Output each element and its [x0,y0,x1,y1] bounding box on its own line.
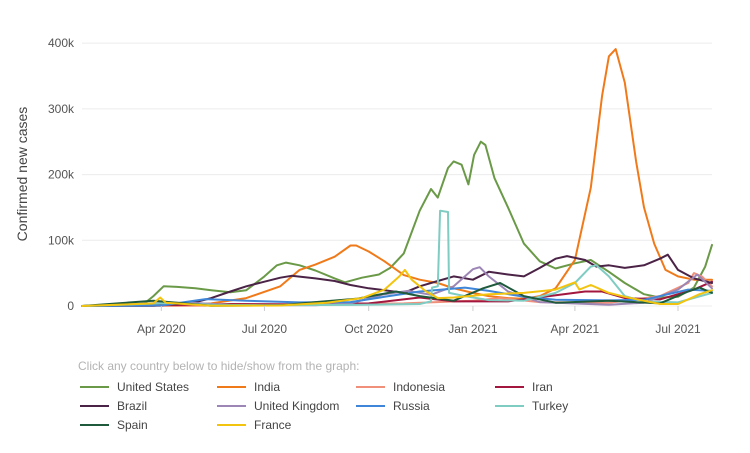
legend-swatch [217,386,246,388]
legend-item-united-kingdom[interactable]: United Kingdom [217,397,339,415]
series-layer [81,48,713,307]
series-line-turkey[interactable] [81,209,713,307]
legend-swatch [217,405,246,407]
x-tick-label: Apr 2021 [551,322,600,336]
legend-label: Turkey [532,399,569,413]
x-axis-ticks: Apr 2020 Jul 2020 Oct 2020 Jan 2021 Apr 2021… [137,306,701,336]
x-tick-label: Jul 2021 [655,322,701,336]
legend-swatch [80,386,109,388]
series-line-russia[interactable] [81,286,713,307]
x-tick-label: Jan 2021 [448,322,498,336]
legend-item-india[interactable]: India [217,378,280,396]
y-tick-label: 400k [48,36,75,50]
y-axis-title: Confirmed new cases [14,107,30,242]
legend-label: Spain [117,418,148,432]
legend-swatch [356,405,385,407]
legend-label: Russia [393,399,430,413]
series-line-brazil[interactable] [81,253,713,307]
legend-swatch [80,424,109,426]
y-tick-label: 0 [67,299,74,313]
legend-swatch [495,386,524,388]
grid-lines [82,42,712,307]
legend-item-france[interactable]: France [217,416,291,434]
legend-label: United States [117,380,190,394]
y-tick-label: 100k [48,233,75,247]
x-tick-label: Apr 2020 [137,322,186,336]
y-tick-label: 300k [48,102,75,116]
y-tick-label: 200k [48,168,75,182]
legend-label: United Kingdom [254,399,340,413]
legend-swatch [495,405,524,407]
legend-label: Iran [532,380,553,394]
legend-swatch [80,405,109,407]
x-tick-label: Oct 2020 [344,322,393,336]
legend-swatch [217,424,246,426]
legend-item-turkey[interactable]: Turkey [495,397,568,415]
legend-label: Indonesia [393,380,446,394]
legend-swatch [356,386,385,388]
y-axis-ticks: 0 100k 200k 300k 400k [48,36,75,313]
legend-item-spain[interactable]: Spain [80,416,148,434]
x-tick-label: Jul 2020 [242,322,288,336]
line-chart: 0 100k 200k 300k 400k Apr 2020 Jul 2020 Oct 20… [14,36,713,336]
legend-hint: Click any country below to hide/show fro… [78,359,360,373]
series-line-united-states[interactable] [81,140,713,307]
series-line-france[interactable] [81,268,713,307]
legend-label: Brazil [117,399,148,413]
legend-item-russia[interactable]: Russia [356,397,430,415]
legend-label: France [254,418,292,432]
legend-item-iran[interactable]: Iran [495,378,553,396]
legend-label: India [254,380,281,394]
legend-item-brazil[interactable]: Brazil [80,397,147,415]
legend-item-indonesia[interactable]: Indonesia [356,378,445,396]
legend-item-united-states[interactable]: United States [80,378,189,396]
